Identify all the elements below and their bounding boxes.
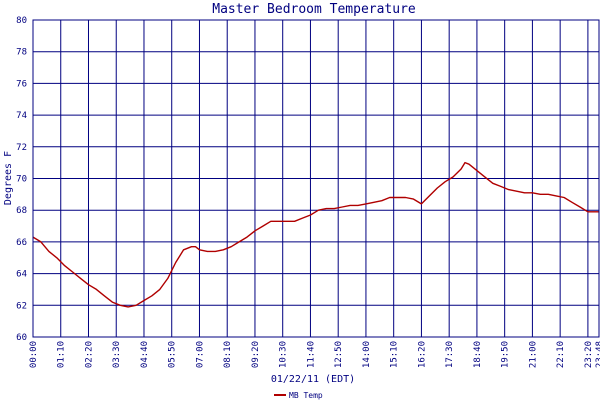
y-tick-label: 62 <box>16 301 27 311</box>
x-tick-label: 21:00 <box>528 341 538 368</box>
x-tick-label: 23:20 <box>584 341 594 368</box>
x-tick-label: 04:40 <box>140 341 150 368</box>
y-tick-labels: 60 62 64 66 68 70 72 74 76 78 80 <box>16 16 27 343</box>
x-tick-label: 15:10 <box>390 341 400 368</box>
x-tick-label: 16:20 <box>417 341 427 368</box>
series-lines <box>32 161 599 308</box>
y-tick-label: 70 <box>16 175 27 185</box>
x-tick-label: 19:50 <box>501 341 511 368</box>
legend-label: MB Temp <box>289 391 323 400</box>
y-tick-label: 68 <box>16 206 27 216</box>
x-tick-label: 05:50 <box>168 341 178 368</box>
y-tick-label: 78 <box>16 48 27 58</box>
series-line-mb-temp <box>32 161 599 308</box>
legend: MB Temp <box>274 391 323 400</box>
x-tick-label: 11:40 <box>306 341 316 368</box>
y-tick-label: 72 <box>16 143 27 153</box>
y-tick-label: 64 <box>16 270 27 280</box>
x-tick-label: 09:20 <box>251 341 261 368</box>
y-tick-label: 76 <box>16 79 27 89</box>
x-tick-label: 07:00 <box>195 341 205 368</box>
x-tick-label: 00:00 <box>29 341 39 368</box>
x-tick-label: 17:30 <box>445 341 455 368</box>
x-tick-label: 22:10 <box>556 341 566 368</box>
x-tick-labels: 00:00 01:10 02:20 03:30 04:40 05:50 07:00 08:10… <box>29 341 600 368</box>
y-tick-label: 80 <box>16 16 27 26</box>
y-tick-label: 66 <box>16 238 27 248</box>
x-tick-label: 14:00 <box>362 341 372 368</box>
y-tick-label: 74 <box>16 111 27 121</box>
x-tick-label: 12:50 <box>334 341 344 368</box>
y-axis-label: Degrees F <box>3 151 14 205</box>
plot-frame <box>32 19 600 338</box>
x-tick-label: 08:10 <box>223 341 233 368</box>
x-tick-label: 03:30 <box>112 341 122 368</box>
x-tick-label: 10:30 <box>279 341 289 368</box>
x-tick-label: 02:20 <box>84 341 94 368</box>
x-tick-label: 18:40 <box>473 341 483 368</box>
x-tick-label: 23:48 <box>595 341 600 368</box>
chart-title: Master Bedroom Temperature <box>212 2 416 17</box>
x-axis-label: 01/22/11 (EDT) <box>271 374 355 385</box>
y-tick-label: 60 <box>16 333 27 343</box>
x-tick-label: 01:10 <box>57 341 67 368</box>
